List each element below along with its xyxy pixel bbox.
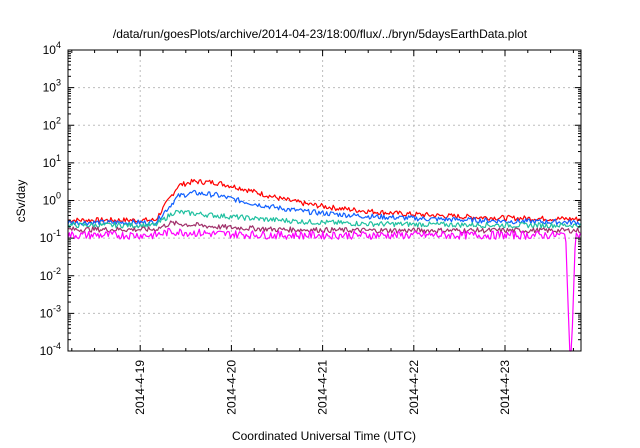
axis-ticks: 10-4 10-3 10-2 10-1 100 101 102 103 104 2014-4-19… xyxy=(40,40,581,415)
y-axis-label: cSv/day xyxy=(14,180,28,223)
y-tick-label: 101 xyxy=(43,153,61,170)
x-tick-label: 2014-4-19 xyxy=(133,360,147,415)
y-tick-label: 103 xyxy=(43,78,61,95)
x-axis-label: Coordinated Universal Time (UTC) xyxy=(232,429,416,443)
y-tick-label: 10-4 xyxy=(40,341,61,358)
chart-title: /data/run/goesPlots/archive/2014-04-23/1… xyxy=(113,27,528,41)
x-tick-label: 2014-4-21 xyxy=(316,360,330,415)
series-line xyxy=(67,209,581,229)
y-tick-label: 100 xyxy=(43,191,61,208)
x-tick-label: 2014-4-20 xyxy=(224,360,238,415)
series-line xyxy=(67,178,581,224)
series-line xyxy=(67,227,581,352)
y-tick-label: 104 xyxy=(43,40,61,57)
y-tick-label: 10-3 xyxy=(40,303,61,320)
grid-lines xyxy=(68,50,581,351)
series-line xyxy=(67,220,581,234)
x-tick-label: 2014-4-22 xyxy=(407,360,421,415)
y-tick-label: 102 xyxy=(43,115,61,132)
series-group xyxy=(67,178,581,352)
y-tick-label: 10-2 xyxy=(40,266,61,283)
y-tick-label: 10-1 xyxy=(40,228,61,245)
x-tick-label: 2014-4-23 xyxy=(498,360,512,415)
